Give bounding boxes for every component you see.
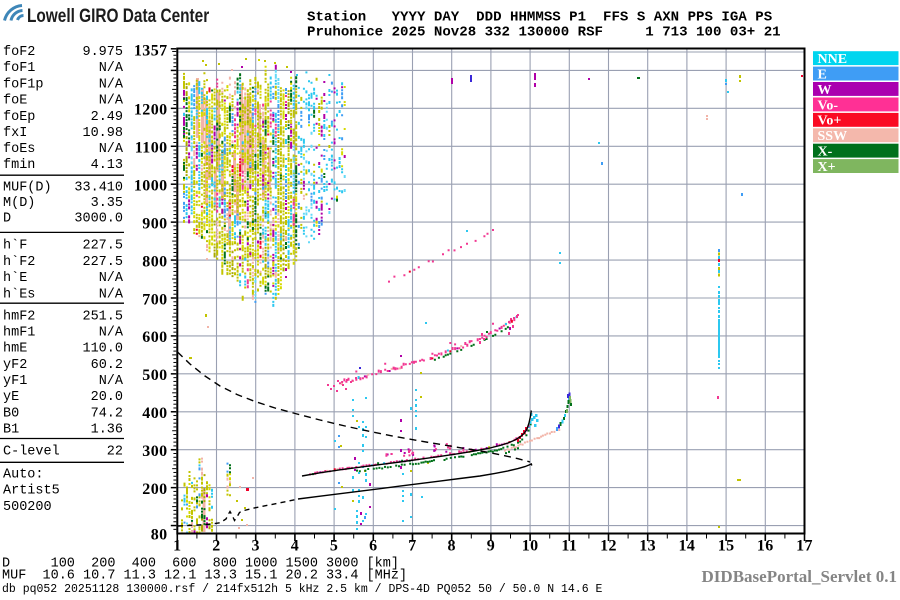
svg-text:D: D [3,212,11,227]
svg-text:h`F2: h`F2 [3,255,35,270]
svg-text:Vo-: Vo- [818,98,839,113]
svg-text:1357: 1357 [134,42,168,59]
svg-text:500200: 500200 [3,500,52,515]
svg-text:N/A: N/A [99,142,124,157]
svg-text:Station YYYY DAY DDD HHMMSS: Station YYYY DAY DDD HHMMSS P1 FFS S AXN… [307,10,773,26]
svg-text:foE: foE [3,94,27,109]
svg-text:MUF 10.6 10.7 11.3 12.1 13.3: MUF 10.6 10.7 11.3 12.1 13.3 15.1 20.2 3… [2,569,407,584]
svg-text:Vo+: Vo+ [818,114,842,129]
svg-text:700: 700 [142,291,167,308]
svg-text:SSW: SSW [818,129,848,144]
svg-text:yF2: yF2 [3,358,27,373]
svg-text:N/A: N/A [99,94,124,109]
svg-text:yE: yE [3,390,19,405]
svg-text:hmF2: hmF2 [3,309,35,324]
svg-text:14: 14 [678,538,695,555]
svg-text:h`F: h`F [3,239,27,254]
svg-text:15: 15 [718,538,735,555]
svg-text:Auto:: Auto: [3,468,44,483]
svg-text:D 100 200 400 600 800: D 100 200 400 600 800 1000 1500 3000 [km… [2,556,399,571]
svg-text:33.410: 33.410 [74,180,123,195]
svg-text:yF1: yF1 [3,374,27,389]
svg-text:X+: X+ [818,160,836,175]
svg-text:B0: B0 [3,406,19,421]
svg-text:74.2: 74.2 [91,406,123,421]
svg-text:X-: X- [818,145,833,160]
svg-text:60.2: 60.2 [91,358,123,373]
svg-text:4: 4 [291,538,299,555]
svg-text:9.975: 9.975 [82,45,123,60]
svg-text:1100: 1100 [135,140,168,157]
svg-text:6: 6 [369,538,377,555]
svg-text:9: 9 [487,538,495,555]
svg-text:fxI: fxI [3,126,27,141]
svg-text:N/A: N/A [99,374,124,389]
svg-text:N/A: N/A [99,61,124,76]
svg-text:hmF1: hmF1 [3,326,35,341]
svg-text:80: 80 [151,526,168,543]
svg-text:7: 7 [408,538,416,555]
svg-text:C-level: C-level [3,445,60,460]
svg-text:db pq052 20251128 130000.rsf /: db pq052 20251128 130000.rsf / 214fx512h… [2,583,602,596]
svg-text:N/A: N/A [99,77,124,92]
svg-text:Pruhonice 2025 Nov28 332 13000: Pruhonice 2025 Nov28 332 130000 RSF 1 71… [307,25,781,41]
svg-text:200: 200 [142,481,167,498]
svg-text:1200: 1200 [134,102,168,119]
svg-text:Lowell GIRO Data Center: Lowell GIRO Data Center [27,4,209,26]
svg-text:foF1: foF1 [3,61,35,76]
svg-text:227.5: 227.5 [82,239,123,254]
svg-text:NNE: NNE [818,52,848,67]
svg-text:11: 11 [561,538,577,555]
svg-text:fmin: fmin [3,158,35,173]
svg-text:foEs: foEs [3,142,35,157]
svg-text:2: 2 [212,538,220,555]
svg-text:10.98: 10.98 [82,126,123,141]
svg-text:16: 16 [757,538,774,555]
svg-text:20.0: 20.0 [91,390,123,405]
svg-text:B1: B1 [3,423,19,438]
svg-text:600: 600 [142,329,167,346]
svg-text:foF2: foF2 [3,45,35,60]
svg-text:900: 900 [142,215,167,232]
svg-text:3000.0: 3000.0 [74,212,123,227]
svg-text:M(D): M(D) [3,196,35,211]
svg-text:DIDBasePortal_Servlet 0.1: DIDBasePortal_Servlet 0.1 [702,567,897,586]
svg-text:400: 400 [142,405,167,422]
svg-text:12: 12 [600,538,617,555]
svg-text:N/A: N/A [99,326,124,341]
svg-text:foEp: foEp [3,110,35,125]
svg-text:300: 300 [142,443,167,460]
svg-text:8: 8 [447,538,455,555]
svg-text:10: 10 [522,538,539,555]
svg-text:foF1p: foF1p [3,77,44,92]
svg-text:h`E: h`E [3,271,27,286]
svg-text:W: W [818,83,832,98]
svg-text:1000: 1000 [134,178,168,195]
svg-text:5: 5 [330,538,338,555]
svg-text:251.5: 251.5 [82,309,123,324]
svg-text:17: 17 [796,538,813,555]
svg-text:227.5: 227.5 [82,255,123,270]
svg-text:N/A: N/A [99,287,124,302]
svg-text:800: 800 [142,253,167,270]
svg-text:3: 3 [251,538,259,555]
svg-text:22: 22 [107,445,123,460]
svg-text:Artist5: Artist5 [3,484,60,499]
svg-text:3.35: 3.35 [91,196,123,211]
svg-text:hmE: hmE [3,342,27,357]
svg-text:4.13: 4.13 [91,158,123,173]
svg-text:13: 13 [639,538,656,555]
svg-text:1.36: 1.36 [91,423,123,438]
svg-text:E: E [818,67,827,82]
svg-text:1: 1 [173,538,181,555]
svg-text:N/A: N/A [99,271,124,286]
svg-text:h`Es: h`Es [3,287,35,302]
svg-text:2.49: 2.49 [91,110,123,125]
svg-text:MUF(D): MUF(D) [3,180,52,195]
svg-text:110.0: 110.0 [82,342,123,357]
svg-text:500: 500 [142,367,167,384]
